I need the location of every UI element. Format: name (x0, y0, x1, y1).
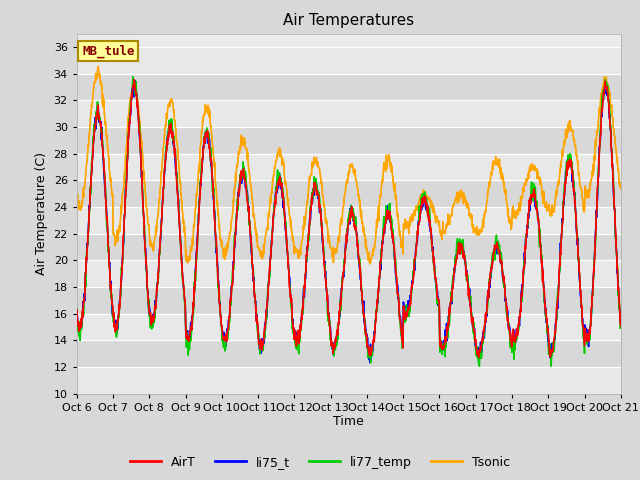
Line: Tsonic: Tsonic (77, 66, 621, 264)
Tsonic (95, 63, 102, 69)
Tsonic (73, 194, 81, 200)
li77_temp (195, 228, 202, 234)
Line: li77_temp: li77_temp (77, 77, 621, 366)
li77_temp (181, 306, 189, 312)
li75_t (181, 299, 189, 305)
li77_temp (255, 343, 263, 348)
Text: MB_tule: MB_tule (82, 44, 135, 58)
AirT (434, 296, 442, 301)
AirT (553, 306, 561, 312)
AirT (73, 307, 81, 312)
AirT (505, 324, 513, 330)
li75_t (434, 302, 442, 308)
li77_temp (73, 319, 81, 325)
AirT (255, 341, 263, 347)
Tsonic (434, 218, 442, 224)
AirT (617, 323, 625, 329)
Bar (77, 100, 621, 127)
li77_temp (617, 319, 625, 324)
li75_t (366, 360, 374, 366)
li75_t (195, 225, 202, 230)
Bar (77, 47, 621, 73)
Tsonic (505, 219, 513, 225)
Y-axis label: Air Temperature (C): Air Temperature (C) (35, 152, 48, 275)
AirT (195, 223, 202, 228)
Bar (77, 73, 621, 100)
li75_t (505, 323, 513, 329)
li75_t (131, 78, 139, 84)
Tsonic (553, 191, 561, 196)
Bar (77, 154, 621, 180)
AirT (181, 297, 189, 302)
li77_temp (129, 74, 136, 80)
Bar (77, 127, 621, 154)
li77_temp (476, 363, 483, 369)
X-axis label: Time: Time (333, 415, 364, 429)
li77_temp (505, 320, 513, 326)
Tsonic (195, 174, 202, 180)
Legend: AirT, li75_t, li77_temp, Tsonic: AirT, li75_t, li77_temp, Tsonic (125, 451, 515, 474)
Bar (77, 234, 621, 260)
li75_t (617, 320, 625, 325)
Bar (77, 260, 621, 287)
li77_temp (553, 308, 561, 313)
Bar (77, 340, 621, 367)
li75_t (255, 338, 263, 344)
AirT (131, 77, 138, 83)
Bar (77, 313, 621, 340)
Title: Air Temperatures: Air Temperatures (284, 13, 414, 28)
Tsonic (255, 247, 263, 252)
Line: AirT: AirT (77, 80, 621, 358)
Bar (77, 367, 621, 394)
Tsonic (366, 261, 374, 267)
li75_t (553, 308, 561, 313)
Bar (77, 287, 621, 313)
AirT (475, 355, 483, 360)
li75_t (73, 307, 81, 312)
Bar (77, 207, 621, 234)
Tsonic (181, 233, 189, 239)
li77_temp (434, 296, 442, 301)
Bar (77, 180, 621, 207)
Line: li75_t: li75_t (77, 81, 621, 363)
Tsonic (617, 186, 625, 192)
